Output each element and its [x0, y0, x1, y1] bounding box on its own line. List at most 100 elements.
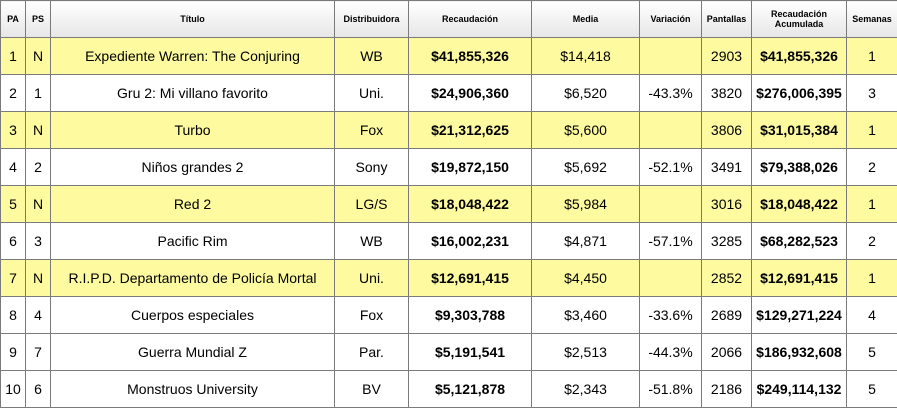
average-cell: $14,418	[531, 37, 640, 75]
rank-cell: 6	[0, 222, 26, 260]
change-cell: -44.3%	[639, 333, 702, 371]
weeks-cell: 3	[846, 74, 897, 112]
screens-cell: 2903	[701, 37, 752, 75]
change-cell: -57.1%	[639, 222, 702, 260]
weeks-cell: 2	[846, 148, 897, 186]
previous-rank-cell: N	[25, 259, 51, 297]
gross-cell: $12,691,415	[408, 259, 532, 297]
average-cell: $4,871	[531, 222, 640, 260]
table-row: 1 N Expediente Warren: The Conjuring WB $41,…	[0, 37, 897, 75]
title-cell: Guerra Mundial Z	[50, 333, 335, 371]
change-cell: -33.6%	[639, 296, 702, 334]
screens-cell: 3016	[701, 185, 752, 223]
table-row: 3 N Turbo Fox $21,312,625 $5,600 3806 $31,015,3…	[0, 111, 897, 149]
total-gross-cell: $249,114,132	[751, 370, 847, 408]
average-cell: $2,513	[531, 333, 640, 371]
screens-cell: 3491	[701, 148, 752, 186]
distributor-cell: LG/S	[334, 185, 409, 223]
total-gross-cell: $79,388,026	[751, 148, 847, 186]
previous-rank-cell: 2	[25, 148, 51, 186]
screens-cell: 2066	[701, 333, 752, 371]
header-average: Media	[531, 0, 640, 38]
distributor-cell: Uni.	[334, 74, 409, 112]
distributor-cell: Fox	[334, 111, 409, 149]
header-ps: PS	[25, 0, 51, 38]
change-cell	[639, 259, 702, 297]
gross-cell: $9,303,788	[408, 296, 532, 334]
average-cell: $3,460	[531, 296, 640, 334]
previous-rank-cell: 4	[25, 296, 51, 334]
title-cell: Monstruos University	[50, 370, 335, 408]
title-cell: Pacific Rim	[50, 222, 335, 260]
average-cell: $6,520	[531, 74, 640, 112]
total-gross-cell: $18,048,422	[751, 185, 847, 223]
table-row: 10 6 Monstruos University BV $5,121,878 $2,34…	[0, 370, 897, 408]
total-gross-cell: $186,932,608	[751, 333, 847, 371]
average-cell: $2,343	[531, 370, 640, 408]
weeks-cell: 1	[846, 185, 897, 223]
change-cell	[639, 111, 702, 149]
header-screens: Pantallas	[701, 0, 752, 38]
distributor-cell: Uni.	[334, 259, 409, 297]
gross-cell: $19,872,150	[408, 148, 532, 186]
title-cell: Cuerpos especiales	[50, 296, 335, 334]
previous-rank-cell: N	[25, 111, 51, 149]
table-row: 9 7 Guerra Mundial Z Par. $5,191,541 $2,513 -4…	[0, 333, 897, 371]
title-cell: Niños grandes 2	[50, 148, 335, 186]
header-change: Variación	[639, 0, 702, 38]
previous-rank-cell: N	[25, 37, 51, 75]
gross-cell: $5,191,541	[408, 333, 532, 371]
header-total: Recaudación Acumulada	[751, 0, 847, 38]
gross-cell: $18,048,422	[408, 185, 532, 223]
rank-cell: 2	[0, 74, 26, 112]
previous-rank-cell: 1	[25, 74, 51, 112]
weeks-cell: 1	[846, 259, 897, 297]
weeks-cell: 5	[846, 370, 897, 408]
title-cell: Expediente Warren: The Conjuring	[50, 37, 335, 75]
header-row: PA PS Título Distribuidora Recaudación M…	[0, 0, 897, 38]
rank-cell: 10	[0, 370, 26, 408]
table-body: 1 N Expediente Warren: The Conjuring WB $41,…	[0, 37, 897, 408]
header-distributor: Distribuidora	[334, 0, 409, 38]
rank-cell: 1	[0, 37, 26, 75]
header-gross: Recaudación	[408, 0, 532, 38]
gross-cell: $24,906,360	[408, 74, 532, 112]
change-cell	[639, 37, 702, 75]
screens-cell: 3806	[701, 111, 752, 149]
previous-rank-cell: 3	[25, 222, 51, 260]
weeks-cell: 5	[846, 333, 897, 371]
previous-rank-cell: 6	[25, 370, 51, 408]
table-row: 7 N R.I.P.D. Departamento de Policía Morta…	[0, 259, 897, 297]
total-gross-cell: $31,015,384	[751, 111, 847, 149]
screens-cell: 3285	[701, 222, 752, 260]
distributor-cell: WB	[334, 37, 409, 75]
distributor-cell: Fox	[334, 296, 409, 334]
header-pa: PA	[0, 0, 26, 38]
header-title: Título	[50, 0, 335, 38]
rank-cell: 3	[0, 111, 26, 149]
header-total-line1: Recaudación	[770, 9, 828, 19]
distributor-cell: WB	[334, 222, 409, 260]
table-row: 5 N Red 2 LG/S $18,048,422 $5,984 3016 $18,048,…	[0, 185, 897, 223]
screens-cell: 2852	[701, 259, 752, 297]
gross-cell: $41,855,326	[408, 37, 532, 75]
title-cell: Turbo	[50, 111, 335, 149]
table-row: 4 2 Niños grandes 2 Sony $19,872,150 $5,692 -5…	[0, 148, 897, 186]
change-cell: -51.8%	[639, 370, 702, 408]
weeks-cell: 1	[846, 111, 897, 149]
rank-cell: 8	[0, 296, 26, 334]
weeks-cell: 4	[846, 296, 897, 334]
total-gross-cell: $12,691,415	[751, 259, 847, 297]
table-row: 6 3 Pacific Rim WB $16,002,231 $4,871 -57.1% 32…	[0, 222, 897, 260]
header-weeks: Semanas	[846, 0, 897, 38]
rank-cell: 7	[0, 259, 26, 297]
title-cell: Gru 2: Mi villano favorito	[50, 74, 335, 112]
table-row: 2 1 Gru 2: Mi villano favorito Uni. $24,906,…	[0, 74, 897, 112]
average-cell: $4,450	[531, 259, 640, 297]
gross-cell: $16,002,231	[408, 222, 532, 260]
title-cell: Red 2	[50, 185, 335, 223]
rank-cell: 5	[0, 185, 26, 223]
total-gross-cell: $276,006,395	[751, 74, 847, 112]
previous-rank-cell: N	[25, 185, 51, 223]
screens-cell: 3820	[701, 74, 752, 112]
